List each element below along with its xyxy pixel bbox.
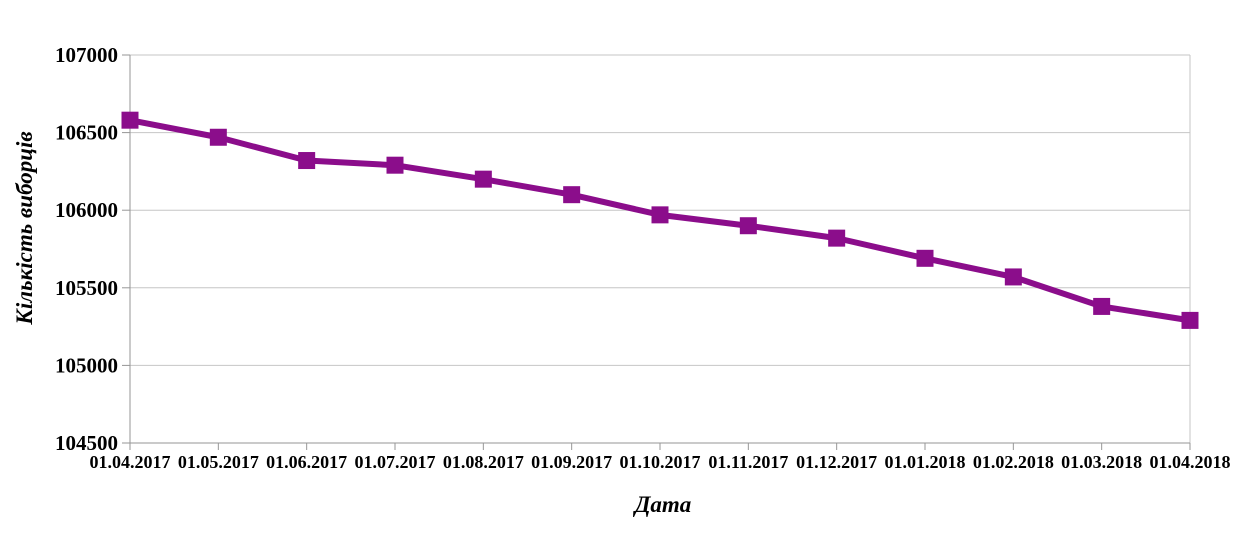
data-point-marker — [209, 128, 227, 146]
data-point-marker — [386, 156, 404, 174]
y-tick-label: 107000 — [55, 43, 118, 67]
y-tick-label: 106500 — [55, 121, 118, 145]
x-tick-label: 01.09.2017 — [531, 452, 612, 472]
data-point-marker — [916, 249, 934, 267]
data-point-marker — [298, 152, 316, 170]
x-tick-label: 01.01.2018 — [885, 452, 966, 472]
x-tick-label: 01.08.2017 — [443, 452, 524, 472]
data-point-marker — [474, 170, 492, 188]
plot-area: 104500 105000 105500 106000 106500 107000 01.0… — [55, 43, 1231, 472]
data-point-marker — [1093, 297, 1111, 315]
data-point-marker — [828, 229, 846, 247]
y-tick-label: 105500 — [55, 276, 118, 300]
data-point-marker — [739, 217, 757, 235]
y-axis-title: Кількість виборців — [12, 131, 37, 325]
x-tick-label: 01.05.2017 — [178, 452, 259, 472]
data-point-marker — [1004, 268, 1022, 286]
y-tick-label: 105000 — [55, 353, 118, 377]
data-point-marker — [1181, 311, 1199, 329]
x-tick-label: 01.02.2018 — [973, 452, 1054, 472]
data-point-marker — [121, 111, 139, 129]
x-tick-label: 01.11.2017 — [708, 452, 788, 472]
y-tick-label: 104500 — [55, 431, 118, 455]
x-tick-label: 01.04.2017 — [90, 452, 171, 472]
x-tick-label: 01.07.2017 — [355, 452, 436, 472]
y-tick-label: 106000 — [55, 198, 118, 222]
x-axis-title: Дата — [633, 492, 692, 517]
x-tick-label: 01.10.2017 — [620, 452, 701, 472]
data-point-marker — [563, 186, 581, 204]
x-tick-label: 01.06.2017 — [266, 452, 347, 472]
x-tick-label: 01.12.2017 — [796, 452, 877, 472]
x-tick-label: 01.03.2018 — [1061, 452, 1142, 472]
data-point-marker — [651, 206, 669, 224]
x-tick-label: 01.04.2018 — [1150, 452, 1231, 472]
